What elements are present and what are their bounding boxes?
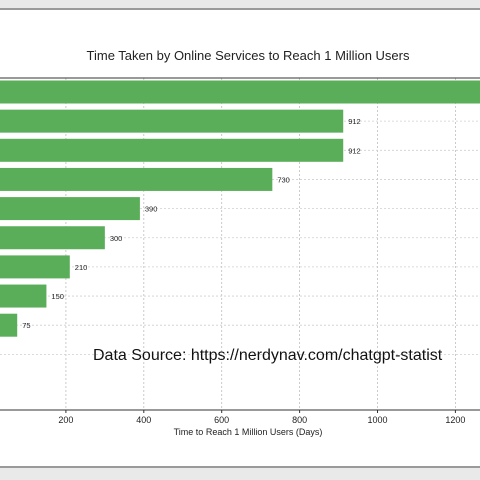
x-tick-label: 1200	[445, 415, 465, 425]
x-tick-label: 1000	[367, 415, 387, 425]
bar	[0, 226, 105, 250]
bar-value-label: 210	[75, 263, 88, 272]
bar	[0, 313, 18, 337]
data-labels: 912 912 730 390 300 210 150 75	[22, 117, 361, 330]
x-tick-label: 400	[136, 415, 151, 425]
x-tick-label: 800	[292, 415, 307, 425]
bar-value-label: 75	[22, 321, 30, 330]
data-source-annotation: Data Source: https://nerdynav.com/chatgp…	[93, 347, 443, 364]
bar-value-label: 912	[348, 146, 361, 155]
bar-value-label: 150	[51, 292, 64, 301]
x-axis-label: Time to Reach 1 Million Users (Days)	[174, 427, 323, 437]
bar	[0, 284, 47, 308]
x-tick-label: 600	[214, 415, 229, 425]
bar-value-label: 390	[145, 205, 158, 214]
bar-value-label: 730	[277, 175, 290, 184]
x-tick-labels: 200 400 600 800 1000 1200	[58, 410, 465, 425]
bar	[0, 109, 344, 133]
bars	[0, 80, 480, 337]
chart-title: Time Taken by Online Services to Reach 1…	[87, 48, 410, 63]
bar	[0, 138, 344, 162]
bar-value-label: 300	[110, 234, 123, 243]
x-tick-label: 200	[58, 415, 73, 425]
bar	[0, 255, 70, 279]
bar	[0, 167, 273, 191]
bar	[0, 197, 140, 221]
bar	[0, 80, 480, 104]
bar-value-label: 912	[348, 117, 361, 126]
